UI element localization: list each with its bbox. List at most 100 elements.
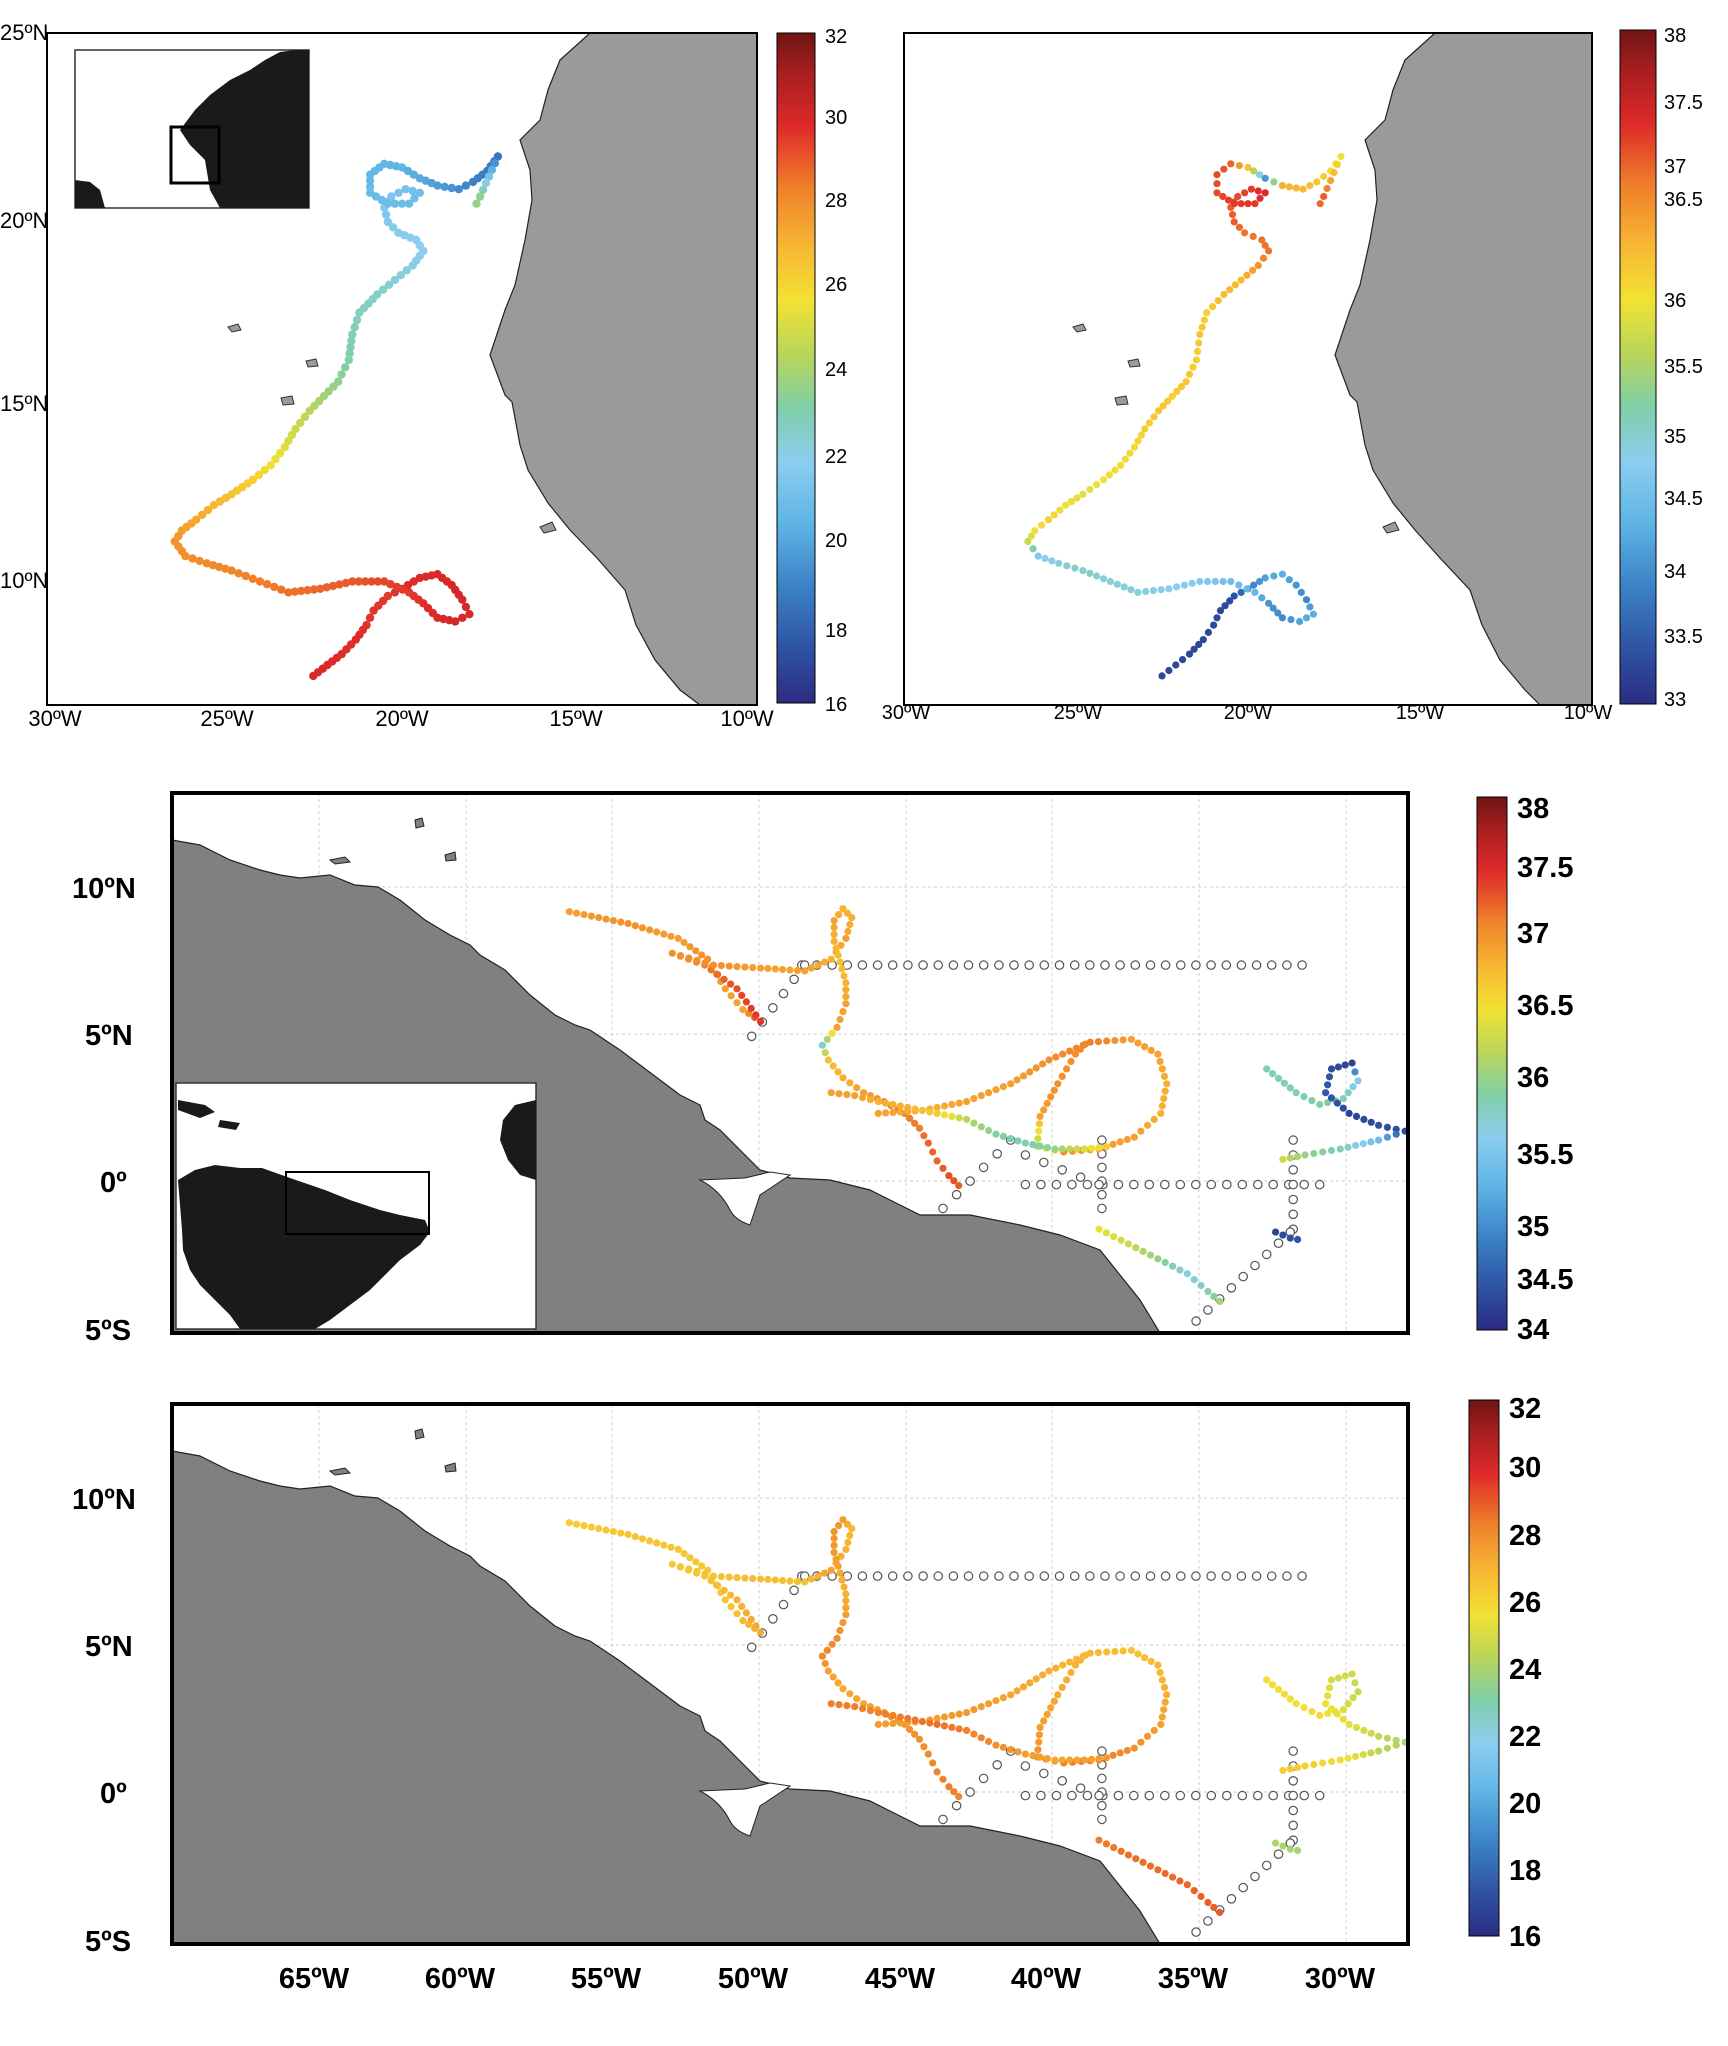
track-point — [1279, 1766, 1287, 1774]
track-point — [1349, 1694, 1357, 1702]
track-point — [309, 585, 319, 594]
track-point — [1132, 1855, 1140, 1863]
x-tick-65w: 65ºW — [279, 1963, 350, 1995]
track-point — [1045, 1667, 1053, 1675]
track-point — [365, 182, 375, 191]
inset-africa-land — [500, 1100, 536, 1180]
track-point — [945, 1783, 953, 1791]
track-point — [333, 377, 343, 386]
track-point — [955, 1710, 963, 1718]
track-point — [829, 1673, 837, 1681]
track-point — [1043, 1755, 1052, 1763]
station-marker — [778, 988, 789, 999]
track-point — [1274, 609, 1282, 617]
station-marker — [1115, 1571, 1125, 1581]
track-point — [1054, 1691, 1062, 1699]
track-point — [1050, 1697, 1058, 1705]
cb4-tick-32: 32 — [1509, 1393, 1541, 1425]
track-point — [1230, 218, 1238, 226]
track-point — [674, 1545, 682, 1553]
track-point — [595, 914, 603, 922]
y-tick-5s: 5ºS — [85, 1315, 131, 1347]
station-marker — [1297, 960, 1307, 970]
track-point — [733, 1574, 741, 1582]
track-point — [1210, 1903, 1218, 1911]
track-point — [824, 1667, 832, 1675]
track-point — [1109, 1140, 1117, 1148]
station-marker — [887, 1571, 898, 1581]
cb2-tick-33-5: 33.5 — [1664, 626, 1703, 648]
track-point — [992, 1130, 1000, 1138]
track-point — [1327, 1705, 1336, 1713]
track-point — [843, 1702, 851, 1710]
track-point — [1255, 171, 1264, 179]
track-point — [1208, 303, 1217, 311]
track-point — [1327, 1676, 1336, 1684]
track-point — [1160, 1072, 1169, 1080]
station-marker — [1057, 1165, 1067, 1175]
station-marker — [978, 1162, 989, 1173]
track-point — [1158, 1102, 1166, 1110]
track-point — [271, 455, 280, 464]
track-point — [1339, 1715, 1347, 1723]
track-point — [1134, 1650, 1142, 1658]
track-point — [1214, 297, 1222, 305]
station-marker — [1176, 1571, 1186, 1581]
track-point — [1322, 1700, 1330, 1708]
track-point — [839, 1619, 847, 1627]
track-point — [1155, 407, 1163, 415]
track-point — [296, 418, 305, 428]
track-point — [345, 349, 354, 358]
station-marker — [1130, 960, 1141, 970]
track-point — [933, 1768, 941, 1776]
track-point — [842, 1590, 850, 1598]
track-point — [1261, 241, 1269, 250]
x-tick-10w: 10ºW — [1564, 702, 1613, 724]
track-point — [1185, 370, 1194, 378]
track-point — [1319, 1759, 1327, 1767]
track-point — [1237, 588, 1245, 597]
track-point — [275, 449, 285, 458]
station-marker — [746, 1031, 757, 1042]
station-marker — [1221, 1571, 1232, 1581]
track-point — [1220, 290, 1228, 299]
track-point — [1059, 1050, 1067, 1058]
station-marker — [1097, 1800, 1107, 1811]
station-marker — [1097, 1814, 1107, 1825]
track-point — [1259, 254, 1268, 262]
track-point — [1188, 579, 1196, 587]
track-point — [1059, 1661, 1067, 1669]
track-point — [1313, 178, 1321, 186]
temperature-map-west-tropical-atlantic: 10ºN 5ºN 0º 5ºS 65ºW 60ºW 55ºW 50ºW 45ºW… — [72, 1393, 1541, 1995]
track-point — [1159, 402, 1167, 410]
track-point — [1137, 431, 1145, 439]
track-point — [1146, 1862, 1155, 1870]
x-tick-10w: 10ºW — [720, 706, 774, 731]
track-point — [383, 217, 392, 227]
track-point — [818, 1652, 827, 1660]
south-america-land — [172, 1450, 1161, 1944]
station-marker — [1009, 1571, 1019, 1581]
track-point — [335, 580, 344, 589]
station-marker — [938, 1814, 948, 1825]
track-point — [1213, 171, 1221, 179]
temperature-map-east-atlantic: 25ºN 20ºN 15ºN 10ºN 30ºW 25ºW 20ºW 15ºW … — [0, 20, 847, 731]
track-point — [465, 610, 474, 619]
track-point — [1280, 1079, 1288, 1087]
track-point — [717, 1573, 725, 1581]
station-marker — [1191, 1790, 1201, 1801]
track-point — [977, 1703, 985, 1711]
track-point — [1123, 1746, 1131, 1755]
station-marker — [1039, 1157, 1049, 1168]
track-point — [911, 1119, 919, 1127]
track-point — [757, 1017, 765, 1026]
cb1-tick-28: 28 — [825, 190, 847, 212]
track-point — [565, 908, 573, 916]
track-point — [830, 917, 838, 925]
track-point — [1047, 1093, 1055, 1101]
station-marker — [1176, 960, 1186, 970]
track-point — [1007, 1691, 1015, 1699]
track-point — [1156, 1668, 1164, 1677]
track-point — [1034, 1746, 1042, 1754]
